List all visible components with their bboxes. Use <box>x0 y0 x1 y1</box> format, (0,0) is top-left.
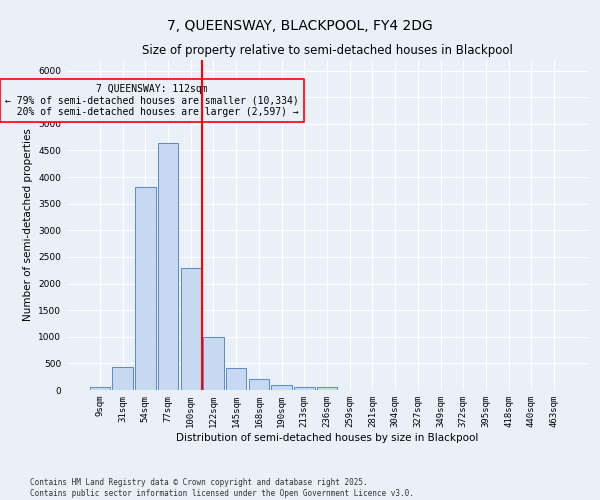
Bar <box>294 386 314 390</box>
Bar <box>317 388 337 390</box>
Text: 7 QUEENSWAY: 112sqm
← 79% of semi-detached houses are smaller (10,334)
  20% of : 7 QUEENSWAY: 112sqm ← 79% of semi-detach… <box>5 84 299 117</box>
Title: Size of property relative to semi-detached houses in Blackpool: Size of property relative to semi-detach… <box>142 44 512 58</box>
Text: 7, QUEENSWAY, BLACKPOOL, FY4 2DG: 7, QUEENSWAY, BLACKPOOL, FY4 2DG <box>167 18 433 32</box>
Bar <box>248 380 269 390</box>
Bar <box>226 368 247 390</box>
Bar <box>158 142 178 390</box>
Y-axis label: Number of semi-detached properties: Number of semi-detached properties <box>23 128 32 322</box>
Bar <box>271 385 292 390</box>
Bar <box>181 268 201 390</box>
X-axis label: Distribution of semi-detached houses by size in Blackpool: Distribution of semi-detached houses by … <box>176 432 478 442</box>
Text: Contains HM Land Registry data © Crown copyright and database right 2025.
Contai: Contains HM Land Registry data © Crown c… <box>30 478 414 498</box>
Bar <box>203 338 224 390</box>
Bar <box>90 388 110 390</box>
Bar <box>135 186 155 390</box>
Bar <box>112 367 133 390</box>
